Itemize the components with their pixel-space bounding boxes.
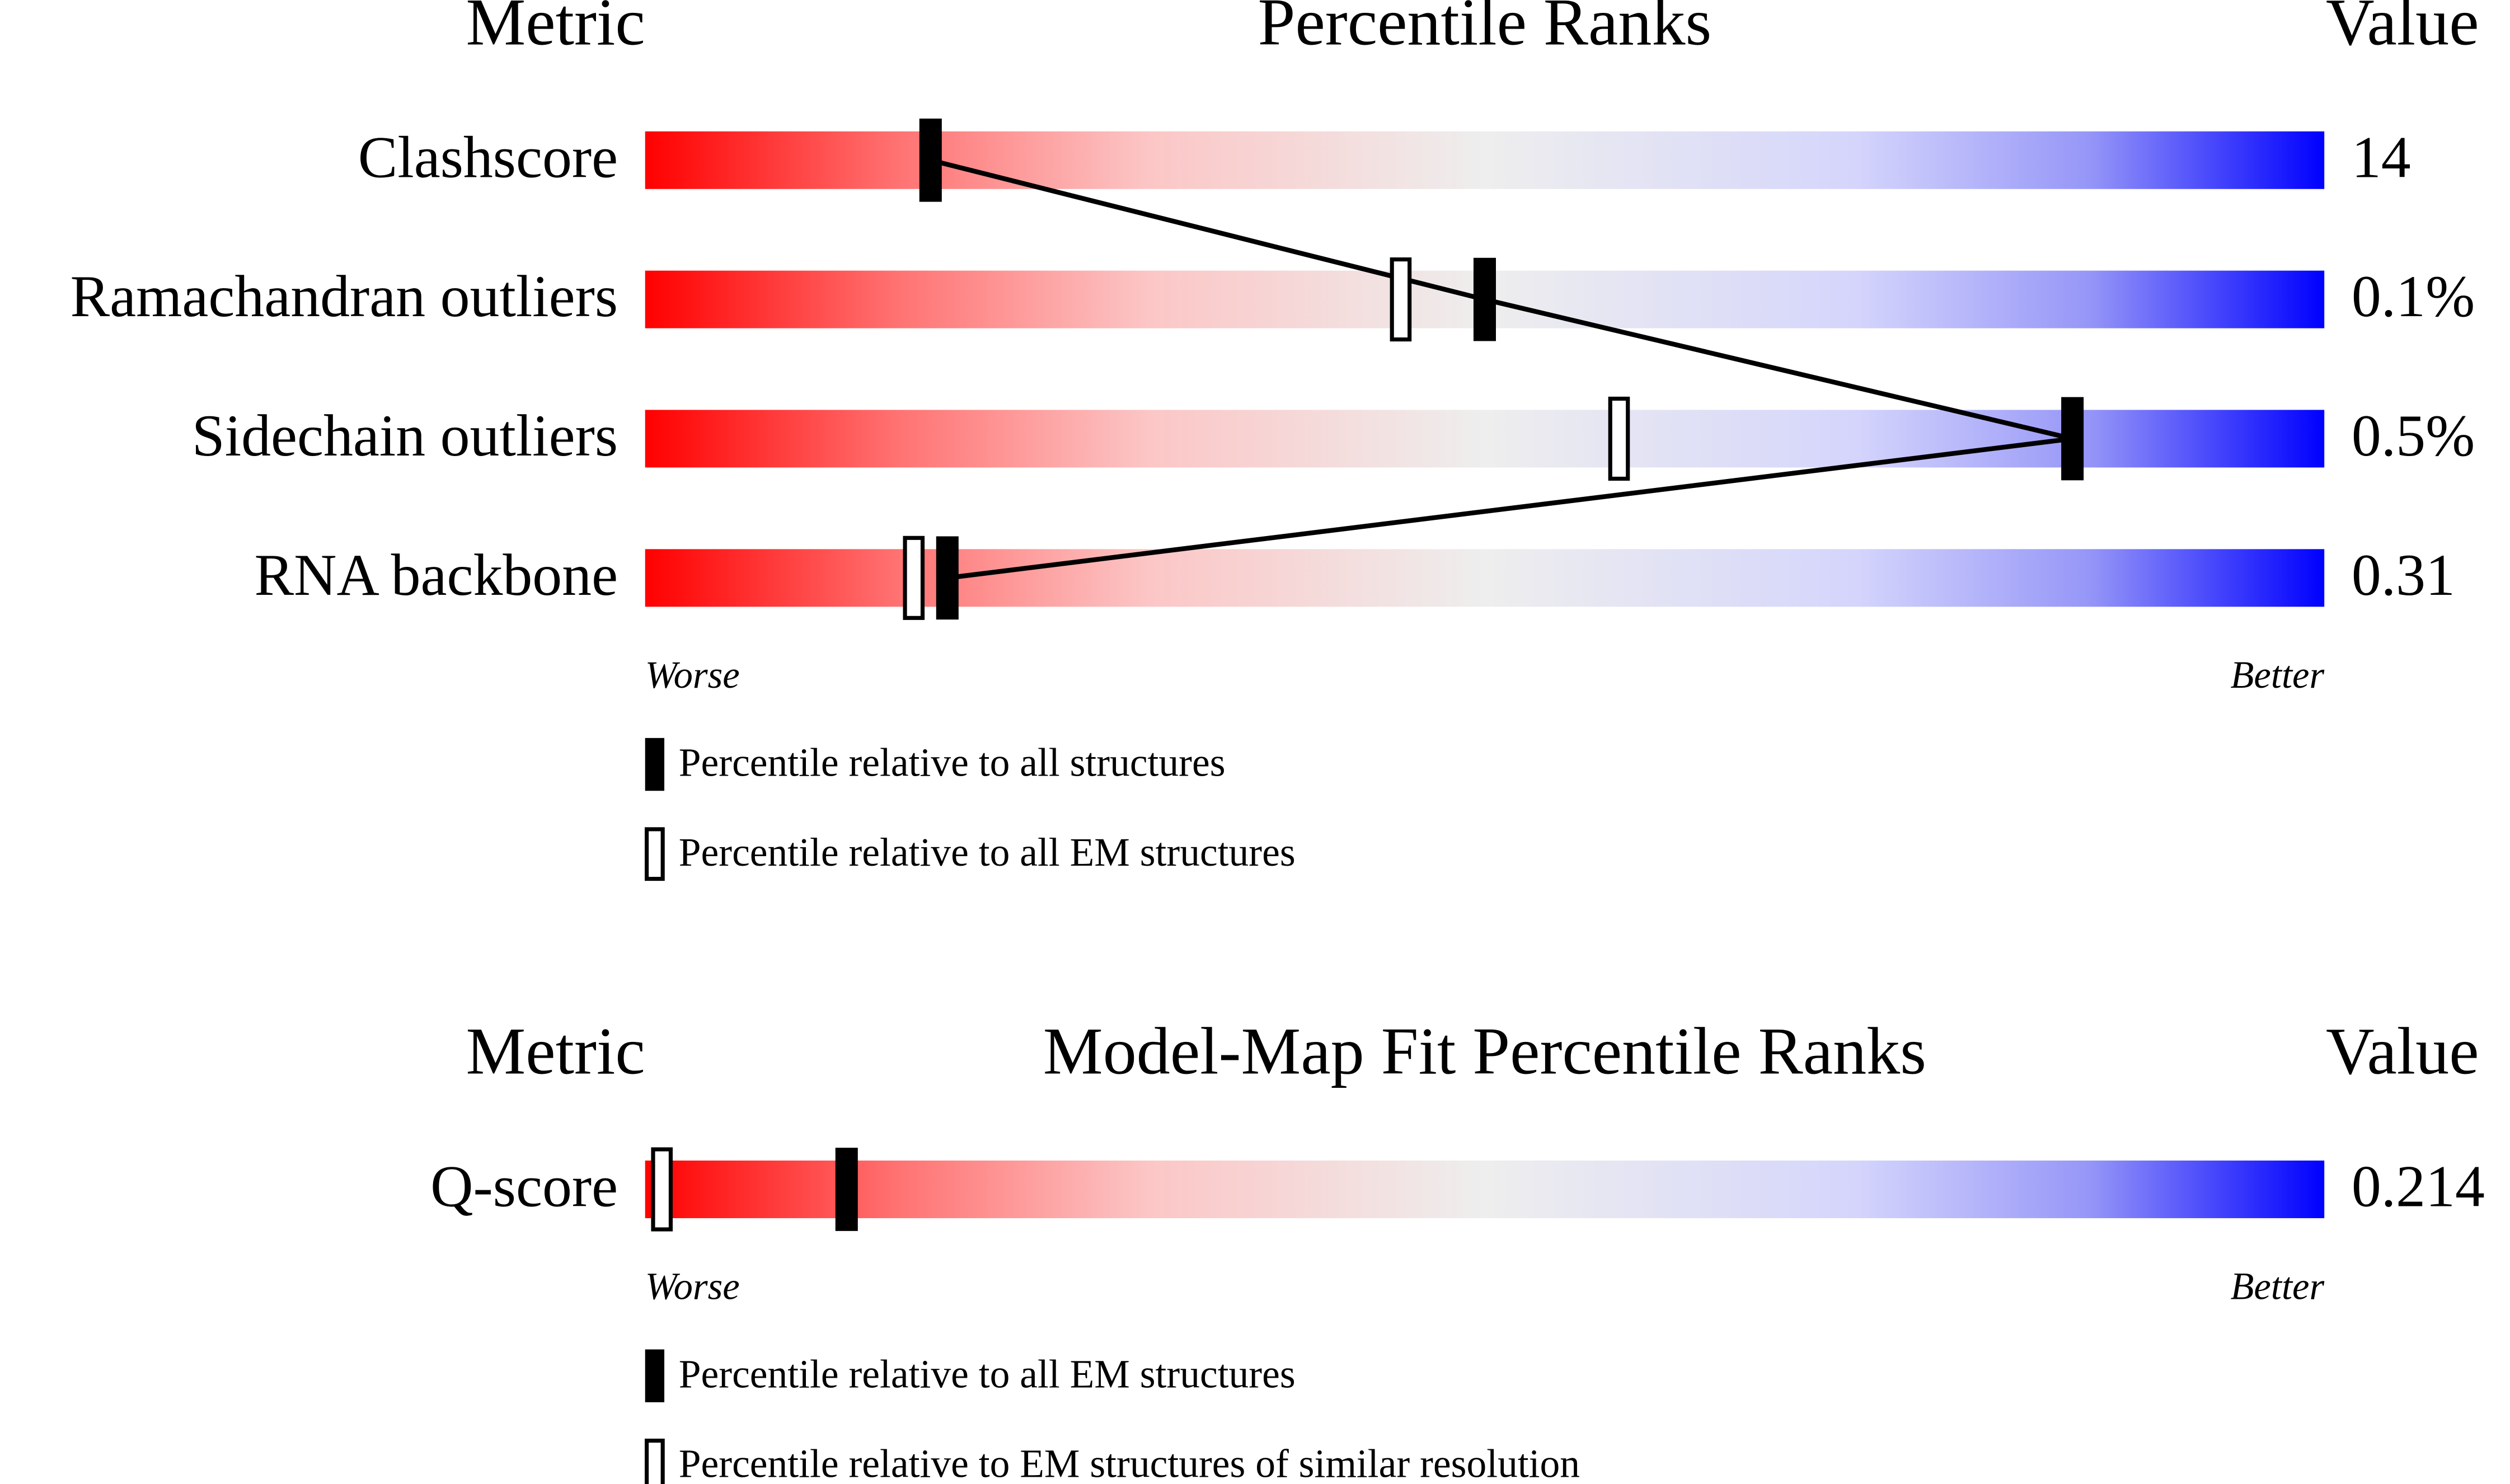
percentile-bar <box>645 549 2325 607</box>
metric-label: Q-score <box>430 1153 618 1219</box>
percentile-marker <box>2061 397 2084 481</box>
better-label: Better <box>2231 654 2325 696</box>
connector-line <box>930 158 2073 581</box>
metric-value: 0.214 <box>2352 1153 2485 1219</box>
metric-header: Metric <box>466 0 645 59</box>
metric-header: Metric <box>466 1013 645 1088</box>
legend-swatch-hollow <box>644 827 665 881</box>
legend-label: Percentile relative to all EM structures <box>679 830 1296 875</box>
percentile-marker <box>936 536 959 620</box>
worse-label: Worse <box>645 1265 740 1307</box>
metric-value: 0.5% <box>2352 403 2475 468</box>
better-label: Better <box>2231 1265 2325 1307</box>
percentile-bar <box>645 131 2325 189</box>
percentile-marker-hollow <box>1608 396 1630 481</box>
metric-value: 0.31 <box>2352 542 2455 608</box>
legend-swatch <box>645 1349 665 1402</box>
percentile-marker-hollow <box>651 1147 673 1232</box>
percentile-marker <box>835 1148 858 1231</box>
percentile-marker-hollow <box>903 536 925 620</box>
metric-value: 14 <box>2352 124 2411 190</box>
legend-label: Percentile relative to all structures <box>679 741 1226 785</box>
panel-title: Percentile Ranks <box>1258 0 1712 59</box>
metric-label: Ramachandran outliers <box>71 264 618 329</box>
legend-swatch <box>645 738 665 791</box>
percentile-marker-hollow <box>1390 257 1412 342</box>
legend-label: Percentile relative to all EM structures <box>679 1352 1296 1396</box>
legend-swatch-hollow <box>644 1438 665 1484</box>
metric-label: Clashscore <box>358 124 618 190</box>
value-header: Value <box>2326 0 2479 59</box>
metric-label: RNA backbone <box>255 542 618 608</box>
percentile-marker <box>919 118 942 202</box>
legend-label: Percentile relative to EM structures of … <box>679 1442 1580 1484</box>
metric-label: Sidechain outliers <box>192 403 618 468</box>
metric-value: 0.1% <box>2352 264 2475 329</box>
percentile-bar <box>645 410 2325 468</box>
percentile-marker <box>1473 257 1496 341</box>
value-header: Value <box>2326 1013 2479 1088</box>
percentile-bar <box>645 1160 2325 1218</box>
worse-label: Worse <box>645 654 740 696</box>
panel-title: Model-Map Fit Percentile Ranks <box>1043 1013 1926 1088</box>
